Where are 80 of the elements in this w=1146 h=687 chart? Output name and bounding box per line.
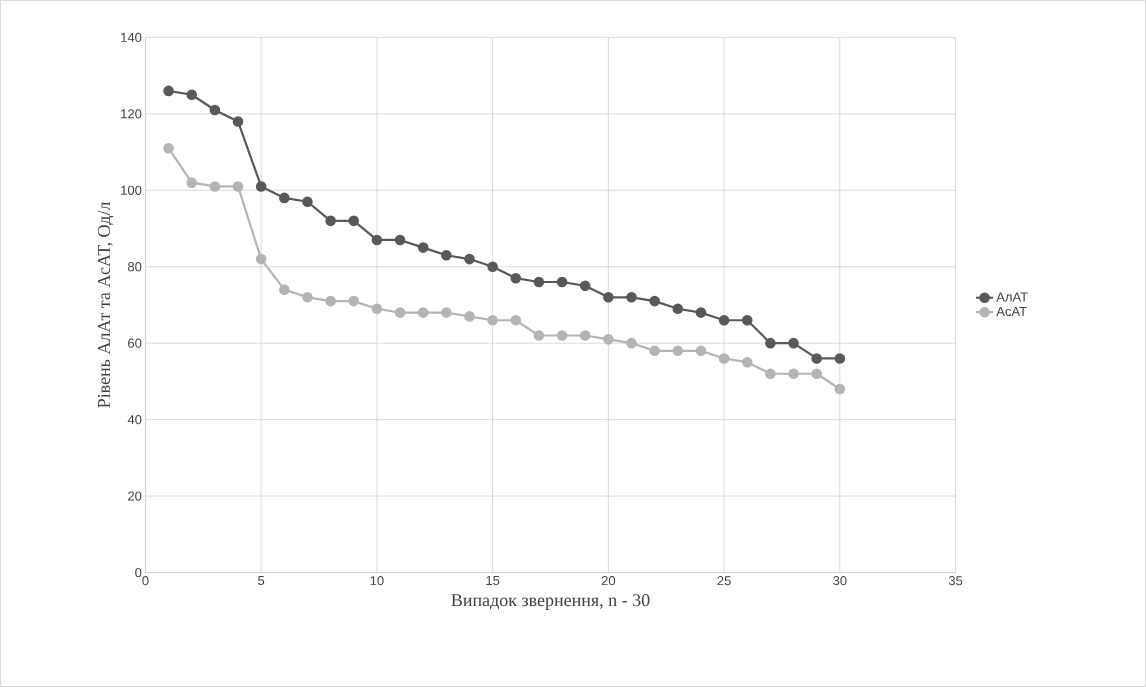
point bbox=[209, 104, 221, 116]
point bbox=[348, 295, 360, 307]
point bbox=[834, 353, 846, 364]
point bbox=[626, 337, 637, 349]
point bbox=[163, 142, 174, 154]
point bbox=[279, 284, 290, 295]
point bbox=[441, 250, 452, 261]
point bbox=[487, 314, 498, 326]
y-tick-label: 100 bbox=[121, 185, 142, 195]
point bbox=[464, 311, 475, 322]
point bbox=[441, 307, 452, 318]
point bbox=[464, 253, 475, 265]
point bbox=[649, 345, 660, 357]
point bbox=[510, 314, 522, 326]
point bbox=[811, 353, 822, 364]
point bbox=[186, 89, 198, 101]
point bbox=[579, 330, 591, 341]
x-axis-title: Випадок звернення, n - 30 bbox=[451, 594, 650, 610]
x-tick-label: 25 bbox=[717, 576, 731, 586]
point bbox=[533, 330, 545, 341]
point bbox=[765, 368, 776, 380]
point bbox=[718, 353, 730, 364]
point bbox=[394, 234, 406, 246]
legend-label: АлАТ bbox=[996, 292, 1028, 302]
y-tick-label: 60 bbox=[128, 338, 142, 348]
point bbox=[371, 234, 383, 246]
point bbox=[695, 307, 707, 318]
x-tick-label: 0 bbox=[142, 576, 149, 586]
point bbox=[325, 215, 336, 227]
y-tick-label: 120 bbox=[121, 109, 142, 119]
point bbox=[163, 85, 174, 97]
point bbox=[394, 307, 406, 318]
point bbox=[487, 261, 498, 273]
y-tick-label: 80 bbox=[128, 262, 142, 272]
point bbox=[788, 337, 799, 349]
point bbox=[325, 295, 336, 307]
y-tick-label: 40 bbox=[127, 415, 142, 425]
x-tick-label: 5 bbox=[258, 576, 265, 586]
point bbox=[279, 192, 290, 204]
x-tick-label: 15 bbox=[486, 576, 500, 586]
point bbox=[626, 292, 637, 303]
point bbox=[186, 177, 198, 188]
point bbox=[765, 337, 776, 349]
point bbox=[417, 307, 429, 318]
point bbox=[579, 280, 591, 292]
y-axis-title: Рівень АлАт та АсАТ, Од/л bbox=[97, 201, 114, 408]
point bbox=[603, 334, 614, 345]
y-tick-label: 140 bbox=[121, 32, 142, 43]
point bbox=[417, 242, 429, 253]
y-tick-label: 0 bbox=[135, 567, 142, 578]
point bbox=[695, 345, 707, 357]
point bbox=[811, 368, 822, 380]
x-tick-label: 20 bbox=[601, 576, 616, 586]
point bbox=[718, 314, 730, 326]
point bbox=[232, 181, 244, 192]
point bbox=[371, 303, 383, 315]
point bbox=[533, 276, 545, 288]
x-tick-label: 10 bbox=[370, 576, 384, 586]
point bbox=[232, 116, 244, 127]
point bbox=[672, 345, 684, 357]
point bbox=[741, 314, 753, 326]
x-tick-label: 35 bbox=[948, 576, 963, 586]
y-tick-label: 20 bbox=[128, 491, 142, 501]
point bbox=[348, 215, 360, 227]
x-tick-label: 30 bbox=[833, 576, 847, 586]
point bbox=[302, 292, 313, 303]
point bbox=[209, 181, 221, 192]
point bbox=[649, 295, 660, 307]
point bbox=[834, 383, 846, 395]
point bbox=[510, 272, 522, 284]
point bbox=[302, 196, 313, 208]
legend-label: АсАТ bbox=[996, 306, 1027, 317]
point bbox=[788, 368, 799, 380]
point bbox=[672, 303, 684, 315]
point bbox=[255, 181, 267, 192]
point bbox=[741, 357, 753, 368]
point bbox=[603, 292, 614, 303]
point bbox=[556, 276, 568, 288]
point bbox=[255, 253, 267, 265]
point bbox=[556, 330, 568, 341]
